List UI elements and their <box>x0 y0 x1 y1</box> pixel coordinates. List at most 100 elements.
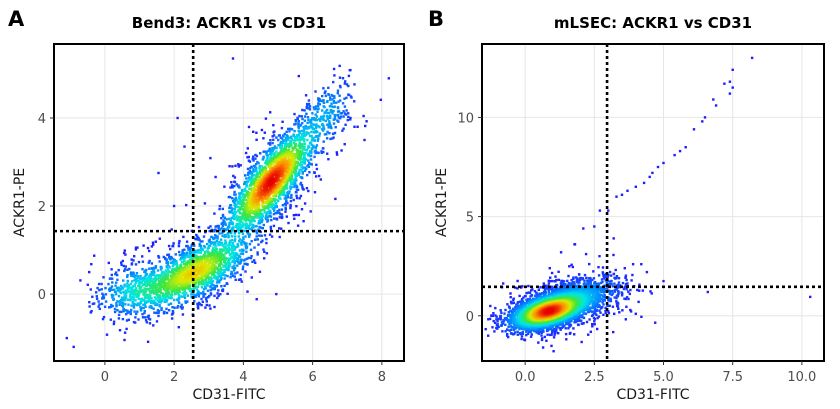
chart-title: Bend3: ACKR1 vs CD31 <box>132 14 326 32</box>
data-point <box>651 172 653 174</box>
data-point <box>308 171 310 173</box>
data-point <box>273 217 275 219</box>
data-point <box>97 305 99 307</box>
data-point <box>88 301 90 303</box>
data-point <box>657 166 659 168</box>
data-point <box>243 199 245 201</box>
data-point <box>572 266 574 268</box>
data-point <box>178 251 180 253</box>
data-point <box>308 103 310 105</box>
data-point <box>613 283 615 285</box>
data-point <box>165 308 167 310</box>
data-point <box>623 298 625 300</box>
data-point <box>502 282 504 284</box>
data-point <box>158 304 160 306</box>
data-point <box>568 265 570 267</box>
data-point <box>177 305 179 307</box>
data-point <box>111 285 113 287</box>
data-point <box>325 120 327 122</box>
data-point <box>337 114 339 116</box>
data-point <box>314 136 316 138</box>
data-point <box>602 314 604 316</box>
data-point <box>551 272 553 274</box>
data-point <box>259 152 261 154</box>
data-point <box>127 280 129 282</box>
data-point <box>306 139 308 141</box>
data-point <box>250 255 252 257</box>
data-point <box>90 310 92 312</box>
data-point <box>122 318 124 320</box>
data-point <box>262 158 264 160</box>
data-point <box>239 212 241 214</box>
data-point <box>284 211 286 213</box>
data-point <box>242 233 244 235</box>
data-point <box>228 225 230 227</box>
data-point <box>553 328 555 330</box>
data-point <box>91 296 93 298</box>
data-point <box>215 285 217 287</box>
data-point <box>251 276 253 278</box>
data-point <box>565 333 567 335</box>
data-point <box>549 267 551 269</box>
data-point <box>201 286 203 288</box>
data-point <box>234 176 236 178</box>
data-point <box>238 235 240 237</box>
data-point <box>230 271 232 273</box>
data-point <box>152 324 154 326</box>
data-point <box>723 83 725 85</box>
data-point <box>316 144 318 146</box>
data-point <box>621 309 623 311</box>
data-point <box>297 225 299 227</box>
data-point <box>183 249 185 251</box>
data-point <box>110 319 112 321</box>
data-point <box>337 92 339 94</box>
data-point <box>570 279 572 281</box>
data-point <box>257 238 259 240</box>
data-point <box>270 154 272 156</box>
data-point <box>303 140 305 142</box>
data-point <box>240 253 242 255</box>
data-point <box>118 317 120 319</box>
data-point <box>307 145 309 147</box>
data-point <box>255 163 257 165</box>
data-point <box>263 251 265 253</box>
data-point <box>110 304 112 306</box>
data-point <box>220 253 222 255</box>
data-point <box>294 123 296 125</box>
data-point <box>265 242 267 244</box>
data-point <box>333 122 335 124</box>
data-point <box>124 253 126 255</box>
data-point <box>344 124 346 126</box>
data-point <box>344 143 346 145</box>
data-point <box>517 334 519 336</box>
data-point <box>333 68 335 70</box>
data-point <box>269 148 271 150</box>
data-point <box>509 292 511 294</box>
data-point <box>229 196 231 198</box>
data-point <box>340 149 342 151</box>
data-point <box>325 95 327 97</box>
data-point <box>321 124 323 126</box>
data-point <box>551 280 553 282</box>
data-point <box>171 317 173 319</box>
data-point <box>182 236 184 238</box>
x-tick-label: 2 <box>170 370 178 385</box>
data-point <box>134 279 136 281</box>
data-point <box>286 192 288 194</box>
data-point <box>248 235 250 237</box>
data-point <box>216 237 218 239</box>
data-point <box>166 266 168 268</box>
data-point <box>149 281 151 283</box>
data-point <box>73 346 75 348</box>
data-point <box>301 118 303 120</box>
data-point <box>251 240 253 242</box>
data-point <box>257 243 259 245</box>
data-point <box>272 124 274 126</box>
data-point <box>228 242 230 244</box>
data-point <box>275 136 277 138</box>
data-point <box>362 115 364 117</box>
data-point <box>166 312 168 314</box>
data-point <box>204 202 206 204</box>
data-point <box>212 287 214 289</box>
